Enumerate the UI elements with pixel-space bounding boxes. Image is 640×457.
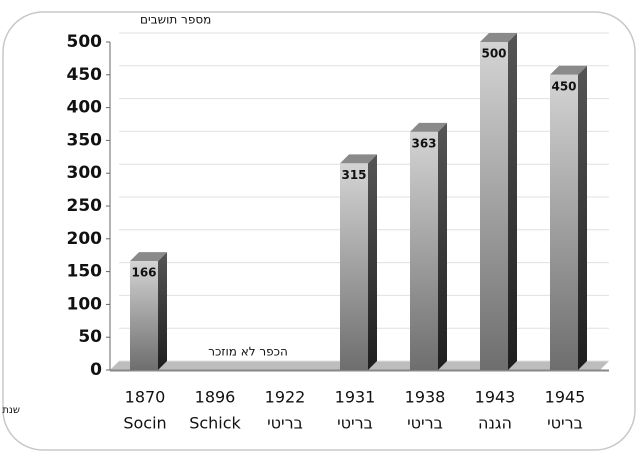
x-tick-source: Socin — [123, 414, 166, 433]
bar — [550, 74, 578, 371]
x-tick-source: בריטי — [337, 414, 373, 433]
bar — [340, 163, 368, 370]
bar — [410, 131, 438, 370]
x-tick-label: 1922 — [265, 388, 306, 407]
x-tick-label: 1870 — [125, 388, 166, 407]
bar-side — [578, 65, 587, 371]
value-label: 315 — [341, 168, 366, 182]
bar-side — [368, 154, 377, 370]
y-tick-label: 300 — [67, 163, 103, 183]
x-tick-source: בריטי — [267, 414, 303, 433]
x-tick-label: 1896 — [195, 388, 236, 407]
value-label: 166 — [131, 266, 156, 280]
x-tick-source: הגנה — [478, 414, 512, 433]
value-label: 363 — [411, 136, 436, 150]
bar-top — [340, 154, 377, 164]
y-axis-label: מספר תושבים — [140, 13, 211, 27]
bar — [480, 42, 508, 370]
y-tick-label: 50 — [78, 327, 102, 347]
y-tick-label: 350 — [67, 130, 103, 150]
x-tick-label: 1945 — [545, 388, 586, 407]
x-tick-source: Schick — [189, 414, 241, 433]
bar-top — [130, 252, 167, 262]
x-tick-source: בריטי — [547, 414, 583, 433]
bar-side — [438, 122, 447, 370]
y-tick-label: 0 — [90, 360, 102, 380]
annotation: הכפר לא מוזכר — [208, 345, 288, 359]
bar-side — [508, 33, 517, 370]
x-tick-label: 1943 — [475, 388, 516, 407]
x-axis-label: שנת מפקד/אומדן — [0, 405, 20, 416]
y-tick-label: 450 — [67, 65, 103, 85]
y-tick-label: 500 — [67, 32, 103, 52]
value-label: 450 — [551, 79, 576, 93]
y-tick-label: 200 — [67, 229, 103, 249]
x-tick-label: 1931 — [335, 388, 376, 407]
bar-side — [158, 252, 167, 370]
frame — [2, 11, 636, 451]
value-label: 500 — [481, 47, 506, 61]
bar-top — [550, 65, 587, 75]
bar-top — [410, 122, 447, 132]
bar — [130, 261, 158, 370]
bar-top — [480, 33, 517, 42]
x-tick-label: 1938 — [405, 388, 446, 407]
y-tick-label: 400 — [67, 98, 103, 118]
y-tick-label: 150 — [67, 262, 103, 282]
y-tick-label: 100 — [67, 294, 103, 314]
y-tick-label: 250 — [67, 196, 103, 216]
x-tick-source: בריטי — [407, 414, 443, 433]
